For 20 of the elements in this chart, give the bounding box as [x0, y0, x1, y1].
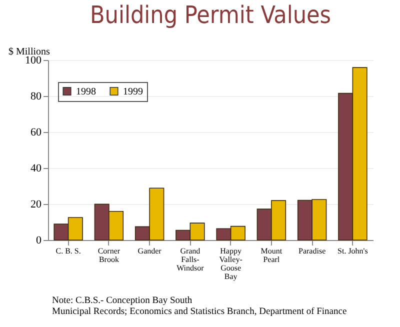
- y-tick-label: 40: [30, 162, 42, 174]
- chart-title: Building Permit Values: [90, 1, 332, 29]
- text: Municipal Records; Economics and Statistics Branch, Department of Finance: [52, 307, 348, 318]
- x-tick-label: Paradise: [298, 246, 326, 256]
- x-tick-label: Corner Brook: [98, 246, 120, 264]
- legend-label: 1999: [123, 86, 143, 98]
- y-tick-label: 0: [36, 234, 42, 246]
- x-tick-label: Gander: [138, 246, 162, 256]
- x-tick-label: Mount Pearl: [260, 246, 283, 264]
- y-tick-label: 80: [30, 90, 42, 102]
- legend-label: 1998: [76, 86, 96, 98]
- y-tick-label: 100: [25, 54, 42, 66]
- x-tick-label: Happy Valley-Goose Bay: [219, 246, 243, 281]
- x-tick-label: C. B. S.: [56, 246, 81, 256]
- x-tick-label: St. John's: [338, 246, 368, 256]
- y-axis-title: $ Millions: [8, 46, 50, 58]
- y-tick-label: 20: [30, 198, 42, 210]
- x-tick-label: Grand Falls-Windsor: [176, 246, 204, 272]
- text: Note: C.B.S.- Conception Bay South: [52, 296, 194, 307]
- y-tick-label: 60: [30, 126, 42, 138]
